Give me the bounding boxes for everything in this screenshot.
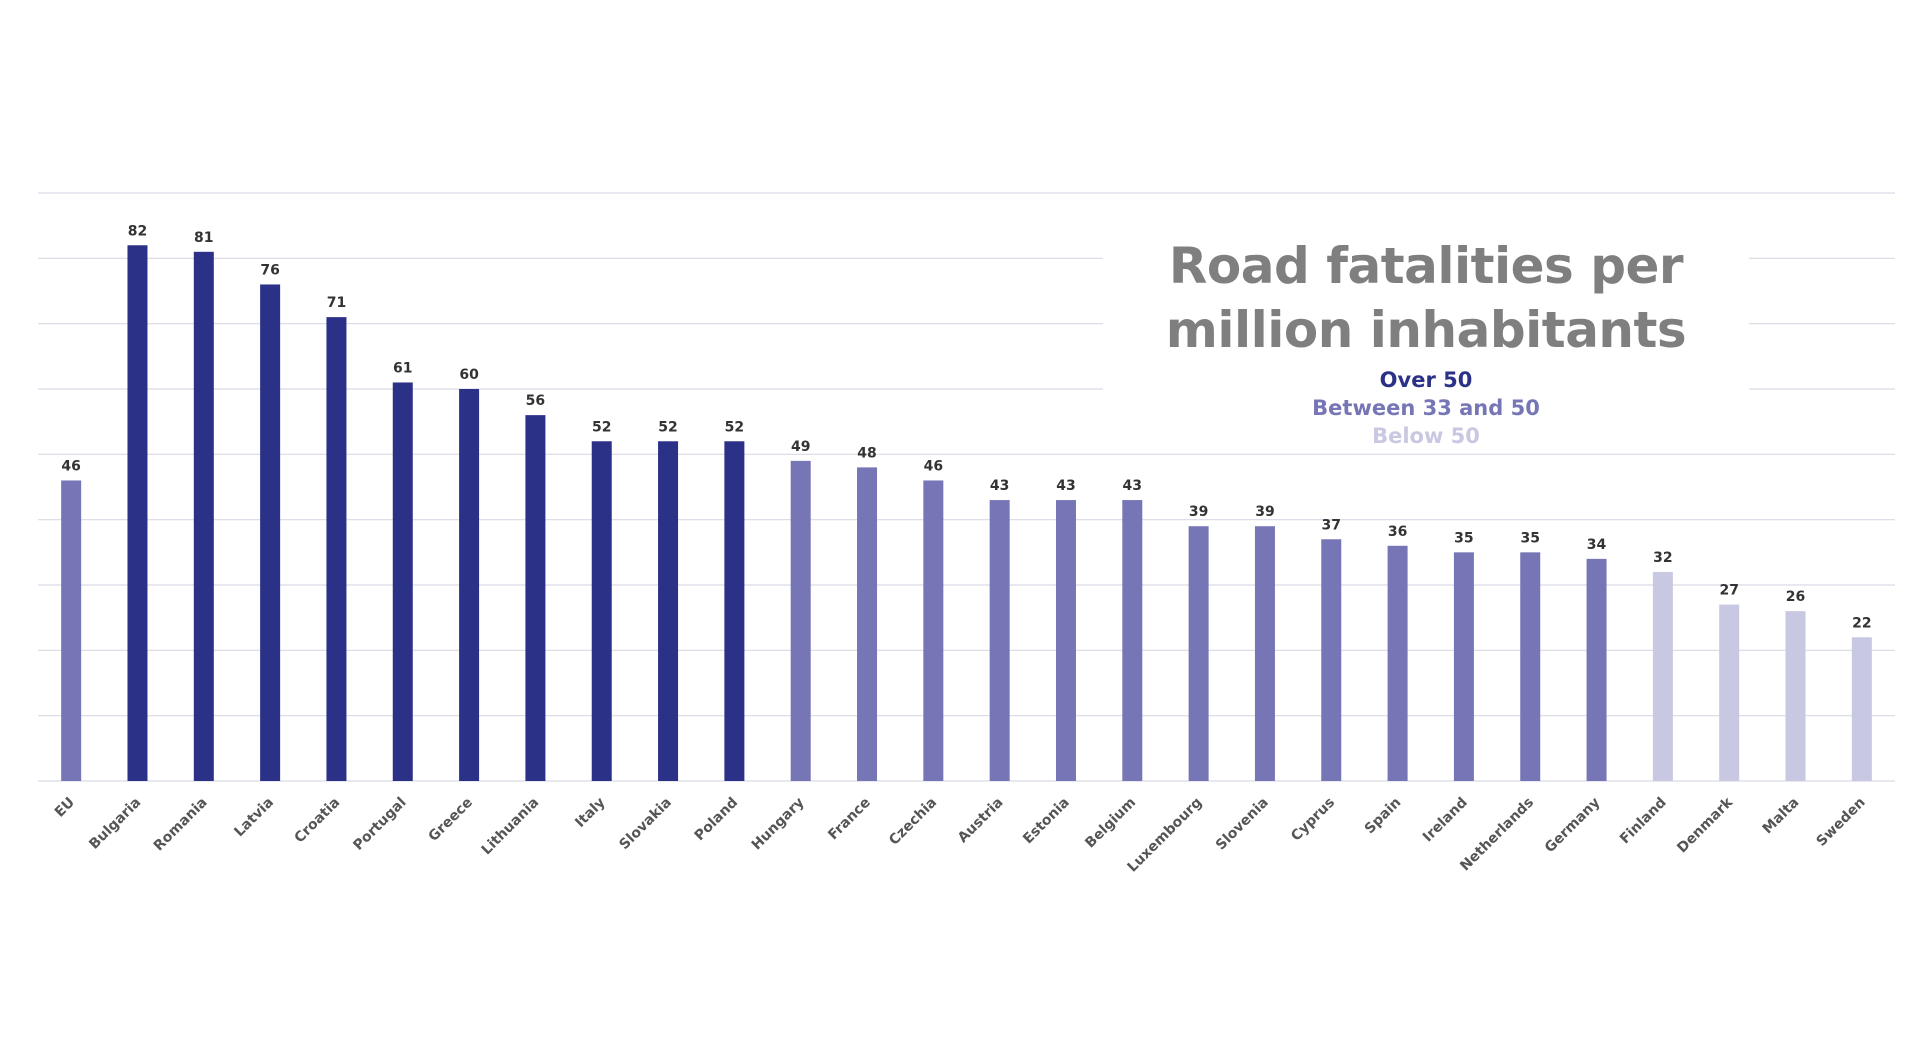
data-label-austria: 43	[990, 478, 1009, 494]
bar-latvia	[260, 284, 281, 781]
data-label-czechia: 46	[924, 458, 943, 474]
category-label-poland: Poland	[692, 795, 742, 845]
legend-item-between-33-and-50: Between 33 and 50	[1312, 396, 1540, 420]
data-label-cyprus: 37	[1322, 517, 1341, 533]
data-label-estonia: 43	[1056, 478, 1075, 494]
bar-spain	[1387, 545, 1408, 781]
bar-eu	[61, 480, 82, 781]
data-label-malta: 26	[1786, 589, 1805, 605]
data-label-hungary: 49	[791, 439, 810, 455]
bar-italy	[591, 441, 612, 781]
category-label-eu: EU	[52, 795, 78, 821]
bar-germany	[1586, 558, 1607, 781]
bar-austria	[989, 500, 1010, 781]
category-label-latvia: Latvia	[231, 795, 277, 841]
data-label-ireland: 35	[1454, 530, 1473, 546]
data-label-romania: 81	[194, 230, 213, 246]
bar-bulgaria	[127, 245, 148, 781]
bar-portugal	[392, 382, 413, 781]
category-label-czechia: Czechia	[886, 795, 940, 849]
legend-item-over-50: Over 50	[1379, 368, 1473, 392]
data-label-poland: 52	[725, 419, 744, 435]
category-label-denmark: Denmark	[1674, 794, 1736, 856]
data-label-lithuania: 56	[526, 393, 545, 409]
bar-finland	[1652, 571, 1673, 781]
data-label-finland: 32	[1653, 550, 1672, 566]
category-label-croatia: Croatia	[292, 795, 344, 847]
chart-title: Road fatalities per million inhabitants	[1165, 237, 1687, 359]
category-label-slovenia: Slovenia	[1213, 795, 1272, 854]
data-label-denmark: 27	[1719, 583, 1738, 599]
bar-ireland	[1453, 552, 1474, 781]
category-label-ireland: Ireland	[1420, 795, 1471, 846]
category-label-austria: Austria	[955, 795, 1007, 847]
data-label-luxembourg: 39	[1189, 504, 1208, 520]
category-label-sweden: Sweden	[1814, 795, 1869, 850]
category-label-slovakia: Slovakia	[616, 795, 674, 853]
category-label-bulgaria: Bulgaria	[86, 795, 144, 853]
data-label-netherlands: 35	[1520, 530, 1539, 546]
bar-hungary	[790, 460, 811, 781]
data-label-spain: 36	[1388, 524, 1407, 540]
bar-czechia	[923, 480, 944, 781]
category-label-spain: Spain	[1362, 795, 1405, 838]
data-label-bulgaria: 82	[128, 223, 147, 239]
data-label-belgium: 43	[1123, 478, 1142, 494]
data-label-slovakia: 52	[658, 419, 677, 435]
category-label-estonia: Estonia	[1020, 795, 1073, 848]
data-label-italy: 52	[592, 419, 611, 435]
category-label-italy: Italy	[572, 795, 608, 831]
data-label-sweden: 22	[1852, 615, 1871, 631]
data-label-france: 48	[857, 445, 876, 461]
bar-belgium	[1122, 500, 1143, 781]
bar-estonia	[1055, 500, 1076, 781]
data-label-latvia: 76	[260, 262, 279, 278]
bar-denmark	[1719, 604, 1740, 781]
data-label-portugal: 61	[393, 360, 412, 376]
bar-malta	[1785, 611, 1806, 781]
legend-item-below-50: Below 50	[1372, 424, 1480, 448]
bar-netherlands	[1520, 552, 1541, 781]
data-label-eu: 46	[61, 458, 80, 474]
data-label-croatia: 71	[327, 295, 346, 311]
data-label-slovenia: 39	[1255, 504, 1274, 520]
category-label-lithuania: Lithuania	[479, 795, 543, 859]
bar-poland	[724, 441, 745, 781]
bar-luxembourg	[1188, 526, 1209, 781]
data-label-germany: 34	[1587, 537, 1607, 553]
bar-cyprus	[1321, 539, 1342, 781]
category-label-malta: Malta	[1760, 795, 1803, 838]
bar-slovakia	[658, 441, 679, 781]
data-label-greece: 60	[459, 367, 479, 383]
bar-romania	[193, 251, 214, 782]
category-label-greece: Greece	[426, 795, 476, 845]
bar-sweden	[1851, 637, 1872, 781]
category-label-portugal: Portugal	[350, 795, 409, 854]
title-legend-box: Road fatalities per million inhabitants …	[1103, 228, 1749, 450]
category-label-cyprus: Cyprus	[1288, 795, 1338, 845]
bar-greece	[459, 389, 480, 781]
category-label-germany: Germany	[1542, 795, 1604, 857]
category-label-france: France	[825, 795, 874, 844]
bar-lithuania	[525, 415, 546, 781]
category-label-romania: Romania	[151, 795, 211, 855]
category-label-hungary: Hungary	[749, 795, 808, 854]
bar-slovenia	[1254, 526, 1275, 781]
category-label-finland: Finland	[1617, 795, 1670, 848]
category-label-belgium: Belgium	[1082, 795, 1139, 852]
bar-croatia	[326, 317, 347, 781]
bar-france	[857, 467, 878, 781]
